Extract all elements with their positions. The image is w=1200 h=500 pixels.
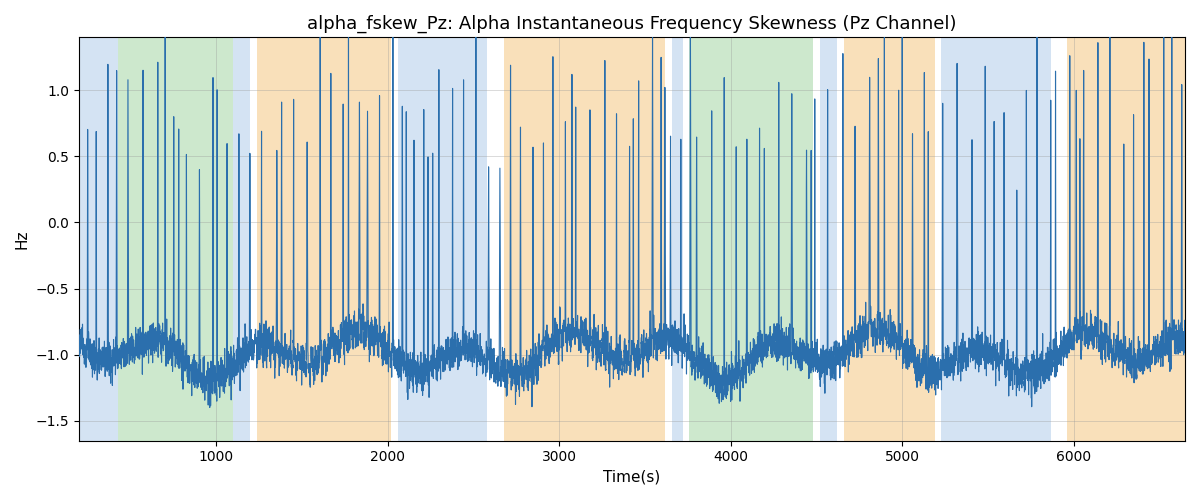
Bar <box>1051 38 1067 440</box>
Bar <box>398 38 487 440</box>
X-axis label: Time(s): Time(s) <box>604 470 660 485</box>
Y-axis label: Hz: Hz <box>14 230 30 249</box>
Bar <box>487 38 504 440</box>
Bar <box>391 38 398 440</box>
Bar <box>820 38 836 440</box>
Bar <box>251 38 257 440</box>
Bar <box>79 38 119 440</box>
Bar <box>665 38 672 440</box>
Bar <box>812 38 820 440</box>
Bar <box>257 38 391 440</box>
Bar <box>836 38 844 440</box>
Bar <box>689 38 812 440</box>
Bar <box>504 38 665 440</box>
Bar <box>683 38 689 440</box>
Bar <box>942 38 1051 440</box>
Bar <box>119 38 233 440</box>
Bar <box>233 38 251 440</box>
Bar <box>672 38 683 440</box>
Bar <box>935 38 942 440</box>
Bar <box>844 38 935 440</box>
Bar <box>1067 38 1186 440</box>
Title: alpha_fskew_Pz: Alpha Instantaneous Frequency Skewness (Pz Channel): alpha_fskew_Pz: Alpha Instantaneous Freq… <box>307 15 956 34</box>
